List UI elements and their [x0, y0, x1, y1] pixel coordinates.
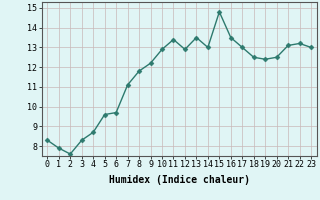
X-axis label: Humidex (Indice chaleur): Humidex (Indice chaleur) — [109, 175, 250, 185]
